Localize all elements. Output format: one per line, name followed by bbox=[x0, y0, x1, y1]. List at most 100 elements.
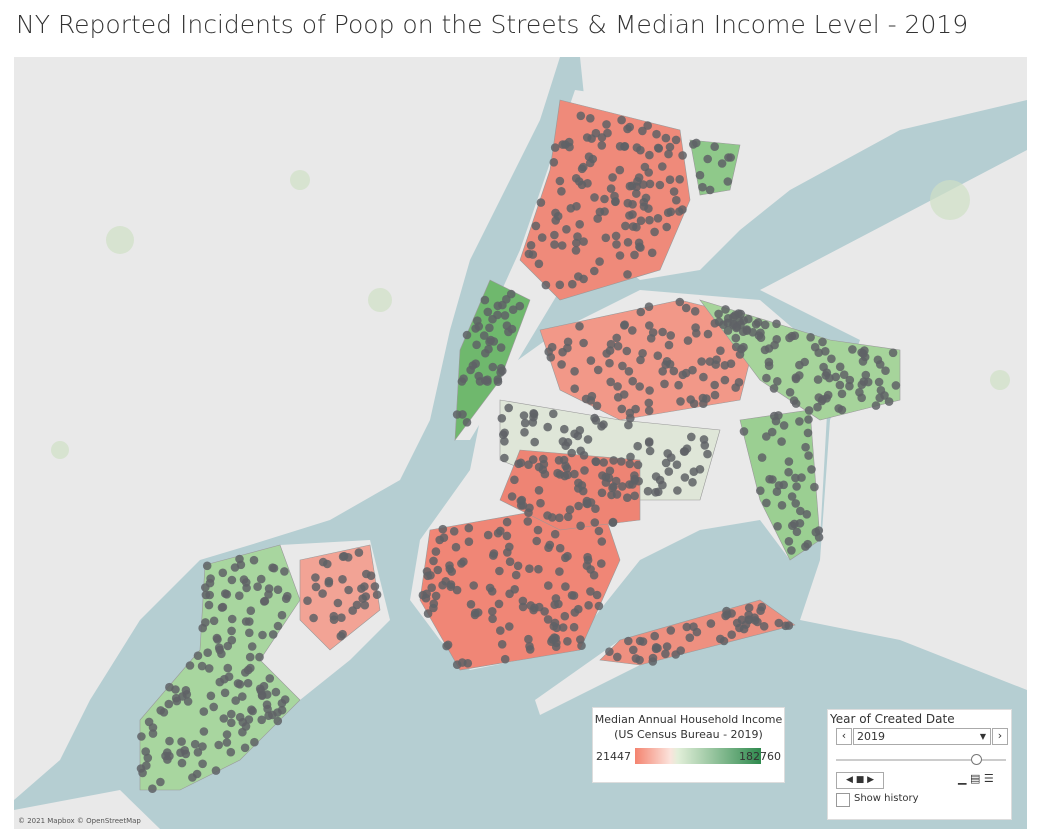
incident-dot bbox=[633, 460, 643, 470]
incident-dot bbox=[666, 626, 676, 635]
incident-dot bbox=[277, 610, 287, 620]
incident-dot bbox=[500, 654, 510, 664]
incident-dot bbox=[429, 556, 438, 566]
incident-dot bbox=[726, 359, 736, 369]
incident-dot bbox=[561, 441, 570, 451]
incident-dot bbox=[678, 370, 688, 380]
slider-handle[interactable] bbox=[971, 754, 982, 765]
incident-dot bbox=[541, 280, 551, 290]
incident-dot bbox=[648, 657, 658, 666]
year-dropdown[interactable]: 2019 ▼ bbox=[853, 728, 991, 745]
incident-dot bbox=[362, 569, 371, 579]
incident-dot bbox=[584, 601, 593, 610]
incident-dot bbox=[256, 686, 266, 695]
incident-dot bbox=[433, 565, 443, 575]
show-history-checkbox[interactable] bbox=[836, 793, 850, 807]
incident-dot bbox=[268, 563, 277, 572]
incident-dot bbox=[268, 630, 278, 639]
incident-dot bbox=[605, 466, 615, 476]
incident-dot bbox=[774, 618, 784, 628]
incident-dot bbox=[711, 360, 720, 369]
incident-dot bbox=[837, 389, 847, 399]
incident-dot bbox=[660, 379, 669, 389]
incident-dot bbox=[658, 327, 667, 337]
incident-dot bbox=[246, 606, 256, 615]
incident-dot bbox=[784, 537, 794, 546]
incident-dot bbox=[645, 179, 655, 189]
incident-dot bbox=[338, 575, 347, 584]
incident-dot bbox=[245, 617, 254, 626]
incident-dot bbox=[438, 524, 448, 534]
incident-dot bbox=[675, 175, 684, 184]
incident-dot bbox=[597, 141, 607, 150]
incident-dot bbox=[264, 584, 274, 593]
incident-dot bbox=[561, 461, 570, 471]
incident-dot bbox=[739, 624, 749, 634]
incident-dot bbox=[500, 311, 510, 320]
incident-dot bbox=[753, 318, 763, 327]
incident-dot bbox=[218, 602, 228, 612]
speed-controls[interactable]: ▁ ▤ ☰ bbox=[958, 772, 994, 785]
incident-dot bbox=[802, 510, 812, 519]
incident-dot bbox=[247, 642, 257, 651]
incident-dot bbox=[199, 727, 209, 736]
incident-dot bbox=[215, 645, 224, 655]
incident-dot bbox=[227, 635, 237, 645]
incident-dot bbox=[643, 486, 653, 496]
incident-dot bbox=[583, 435, 593, 444]
incident-dot bbox=[429, 599, 439, 608]
incident-dot bbox=[837, 405, 847, 415]
incident-dot bbox=[714, 309, 723, 319]
incident-dot bbox=[561, 582, 570, 591]
incident-dot bbox=[495, 566, 504, 576]
incident-dot bbox=[611, 476, 621, 486]
incident-dot bbox=[803, 428, 813, 438]
incident-dot bbox=[662, 222, 671, 232]
playback-controls[interactable]: ◀ ■ ▶ bbox=[836, 772, 884, 789]
incident-dot bbox=[177, 737, 186, 746]
incident-dot bbox=[698, 182, 707, 192]
incident-dot bbox=[171, 685, 180, 694]
incident-dot bbox=[265, 674, 275, 683]
incident-dot bbox=[543, 511, 552, 520]
incident-dot bbox=[734, 309, 743, 318]
incident-dot bbox=[462, 418, 472, 427]
incident-dot bbox=[595, 207, 605, 217]
incident-dot bbox=[628, 222, 638, 231]
incident-dot bbox=[618, 361, 627, 371]
incident-dot bbox=[801, 442, 810, 452]
incident-dot bbox=[524, 460, 533, 470]
incident-dot bbox=[451, 542, 461, 552]
incident-dot bbox=[672, 460, 682, 470]
incident-dot bbox=[206, 574, 215, 583]
incident-dot bbox=[494, 599, 504, 609]
incident-dot bbox=[198, 742, 207, 751]
incident-dot bbox=[592, 590, 602, 600]
incident-dot bbox=[488, 607, 497, 616]
incident-dot bbox=[625, 459, 635, 469]
map[interactable]: © 2021 Mapbox © OpenStreetMap bbox=[14, 57, 1027, 829]
incident-dot bbox=[797, 473, 806, 482]
incident-dot bbox=[645, 215, 654, 225]
incident-dot bbox=[825, 373, 834, 383]
prev-button[interactable]: ‹ bbox=[836, 728, 852, 745]
next-button[interactable]: › bbox=[992, 728, 1008, 745]
incident-dot bbox=[710, 390, 720, 400]
incident-dot bbox=[553, 211, 563, 221]
incident-dot bbox=[238, 692, 247, 701]
incident-dot bbox=[835, 362, 845, 372]
incident-dot bbox=[471, 359, 481, 369]
incident-dot bbox=[732, 323, 741, 333]
incident-dot bbox=[563, 551, 572, 561]
incident-dot bbox=[277, 699, 287, 708]
incident-dot bbox=[683, 336, 693, 345]
incident-dot bbox=[645, 150, 654, 160]
incident-dot bbox=[309, 613, 318, 623]
incident-dot bbox=[682, 444, 692, 454]
incident-dot bbox=[231, 696, 240, 705]
incident-dot bbox=[577, 164, 587, 174]
incident-dot bbox=[235, 591, 244, 600]
incident-dot bbox=[807, 465, 816, 474]
incident-dot bbox=[554, 456, 564, 465]
incident-dot bbox=[427, 583, 437, 592]
